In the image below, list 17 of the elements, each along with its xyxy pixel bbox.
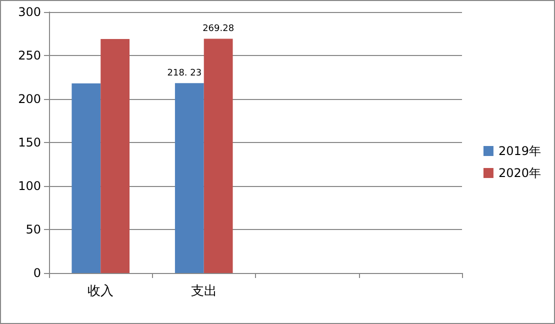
y-tick-label: 200 (18, 92, 41, 106)
x-tick-label: 收入 (88, 284, 114, 299)
legend-label: 2020年 (498, 166, 542, 180)
data-label: 269.28 (202, 24, 234, 34)
bar (100, 38, 130, 273)
bar (174, 83, 204, 273)
data-label: 218. 23 (167, 68, 202, 79)
y-tick-label: 100 (18, 179, 41, 193)
legend-label: 2019年 (498, 144, 542, 158)
y-tick-label: 250 (18, 48, 41, 62)
y-tick-label: 300 (18, 5, 41, 19)
bar (72, 83, 101, 273)
y-tick-label: 0 (33, 266, 41, 280)
y-tick-label: 50 (26, 222, 41, 236)
bar (204, 38, 233, 273)
y-tick-label: 150 (18, 136, 41, 150)
x-tick-label: 支出 (190, 284, 217, 299)
